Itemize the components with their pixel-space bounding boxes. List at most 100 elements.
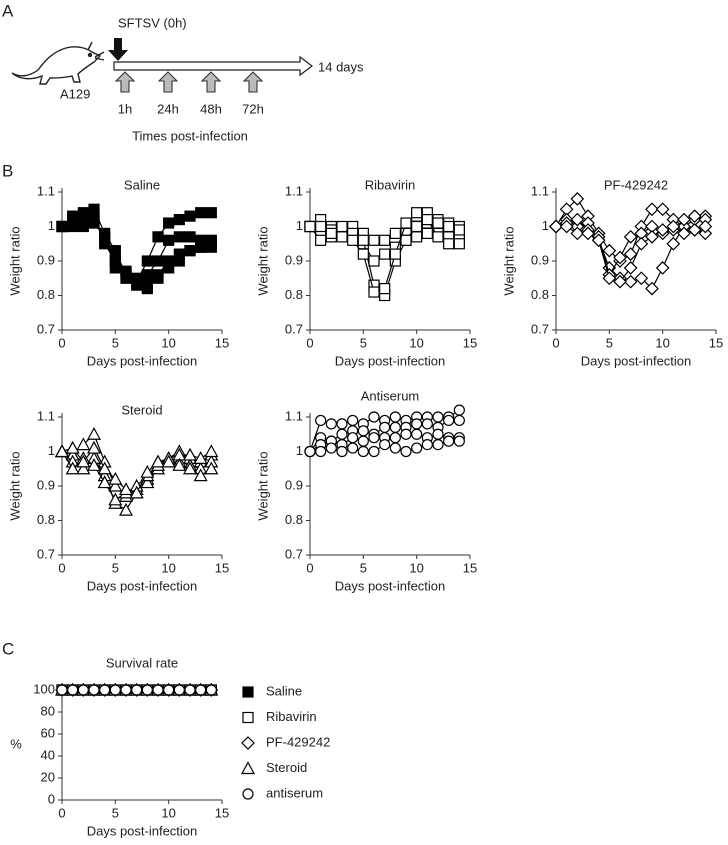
y-tick-label: 80 [41,703,55,718]
marker [204,461,219,475]
marker [368,411,380,423]
virus-label: SFTSV (0h) [118,15,187,30]
marker [86,458,102,471]
marker [453,435,465,447]
mouse-label: A129 [60,86,90,101]
marker [97,461,112,475]
marker [368,234,380,246]
marker [141,684,153,696]
marker [453,414,465,427]
marker [368,286,380,298]
marker [613,274,627,289]
marker [421,439,433,451]
marker [109,255,121,267]
y-tick-label: 60 [41,725,55,740]
chart-title: Steroid [121,402,162,417]
marker [389,421,401,433]
marker [411,442,423,454]
marker [140,464,155,478]
marker [379,283,391,295]
timepoint-label: 72h [242,101,264,116]
y-tick-label: 0 [48,791,55,806]
marker [655,223,670,237]
y-tick-label: 1 [48,218,55,233]
marker [421,418,433,430]
marker [411,207,423,219]
marker [443,220,455,233]
marker [325,227,337,239]
chart-title: Saline [124,177,160,192]
y-tick-label: 0.7 [285,321,303,336]
marker [559,219,574,234]
legend-marker [241,736,255,750]
marker [443,238,455,250]
x-tick-label: 0 [58,805,65,820]
x-tick-label: 10 [409,335,423,350]
marker [173,231,185,243]
x-tick-label: 5 [112,335,119,350]
marker [205,238,217,250]
marker [432,428,444,440]
x-tick-label: 0 [58,335,65,350]
marker [109,684,121,696]
marker [389,248,401,260]
marker [591,233,606,248]
marker [411,428,423,440]
marker [432,231,444,243]
marker [602,243,617,258]
marker [88,684,100,696]
marker [379,439,391,451]
marker [570,226,585,241]
marker [163,684,175,696]
marker [97,475,112,489]
marker [336,418,348,430]
timeline-caption: Times post-infection [132,128,248,143]
marker [581,226,595,241]
y-tick-label: 0.9 [531,252,549,267]
marker [698,219,713,234]
marker [443,414,455,427]
marker [687,209,702,223]
marker [634,236,649,251]
y-tick-label: 0.7 [285,546,303,561]
marker [336,445,348,458]
marker [411,231,423,243]
marker [86,426,102,440]
y-tick-label: 1.1 [37,183,55,198]
x-axis-label: Days post-infection [87,353,198,368]
marker [357,435,369,447]
marker [432,439,444,451]
marker [453,224,465,236]
marker [687,223,702,237]
x-tick-label: 0 [306,560,313,575]
marker [634,271,649,286]
marker [88,217,100,229]
marker [315,445,327,458]
legend-label: antiserum [266,785,323,800]
marker [173,214,185,226]
y-tick-label: 0.9 [37,252,55,267]
marker [623,274,638,289]
x-tick-label: 10 [655,335,669,350]
marker [118,482,134,496]
marker [118,502,134,516]
marker [195,684,207,696]
y-tick-label: 0.8 [37,512,55,527]
marker [141,255,153,267]
panel-label: A [2,1,14,20]
marker [77,684,89,696]
marker [379,234,391,246]
marker [152,231,164,243]
marker [347,442,359,454]
x-axis-label: Days post-infection [335,353,446,368]
marker [602,271,617,286]
mouse-drawing [11,41,105,85]
x-tick-label: 5 [606,335,613,350]
y-tick-label: 40 [41,747,55,762]
y-tick-label: 0.8 [531,287,549,302]
marker [65,440,80,454]
y-axis-label: Weight ratio [7,451,22,520]
marker [379,421,391,433]
y-tick-label: 0.8 [37,287,55,302]
